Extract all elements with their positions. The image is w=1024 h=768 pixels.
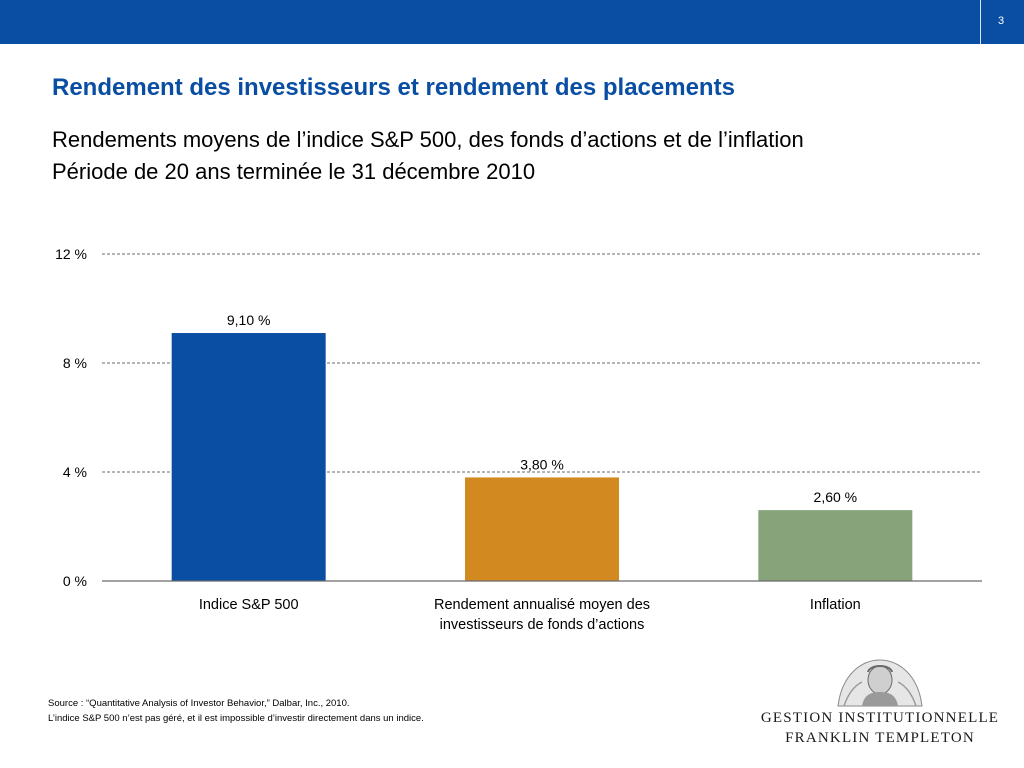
top-banner: 3: [0, 0, 1024, 44]
banner-divider: [980, 0, 981, 44]
bar: [758, 510, 913, 581]
bar-chart: 0 % 4 % 8 % 12 % 9,10 % Indice S&P 500 3,80 % R…: [55, 246, 982, 633]
y-tick-label: 4 %: [63, 464, 87, 480]
data-label: 9,10 %: [227, 312, 271, 328]
footnotes: Source : “Quantitative Analysis of Inves…: [48, 696, 424, 726]
index-disclaimer: L’indice S&P 500 n’est pas géré, et il e…: [48, 713, 424, 724]
slide-title: Rendement des investisseurs et rendement…: [52, 74, 735, 101]
bar: [465, 477, 619, 581]
y-tick-label: 12 %: [55, 246, 87, 262]
source-note: Source : “Quantitative Analysis of Inves…: [48, 698, 350, 709]
franklin-portrait-seal-icon: [837, 659, 923, 707]
subtitle-line-2: Période de 20 ans terminée le 31 décembr…: [52, 159, 536, 184]
y-tick-label: 8 %: [63, 355, 87, 371]
y-tick-label: 0 %: [63, 573, 87, 589]
page-number: 3: [997, 15, 1005, 27]
category-label: Indice S&P 500: [199, 597, 299, 613]
category-label: Inflation: [810, 597, 861, 613]
category-label: Rendement annualisé moyen des: [434, 597, 650, 613]
logo-text-line-2: FRANKLIN TEMPLETON: [785, 730, 975, 746]
data-label: 2,60 %: [814, 489, 858, 505]
logo-text-line-1: GESTION INSTITUTIONNELLE: [760, 710, 1000, 726]
chart-subtitle: Rendements moyens de l’indice S&P 500, d…: [52, 124, 804, 188]
category-label: investisseurs de fonds d’actions: [440, 617, 645, 633]
company-logo: GESTION INSTITUTIONNELLE FRANKLIN TEMPLE…: [760, 654, 1000, 754]
bar: [171, 333, 326, 581]
data-label: 3,80 %: [520, 456, 564, 472]
subtitle-line-1: Rendements moyens de l’indice S&P 500, d…: [52, 127, 804, 152]
